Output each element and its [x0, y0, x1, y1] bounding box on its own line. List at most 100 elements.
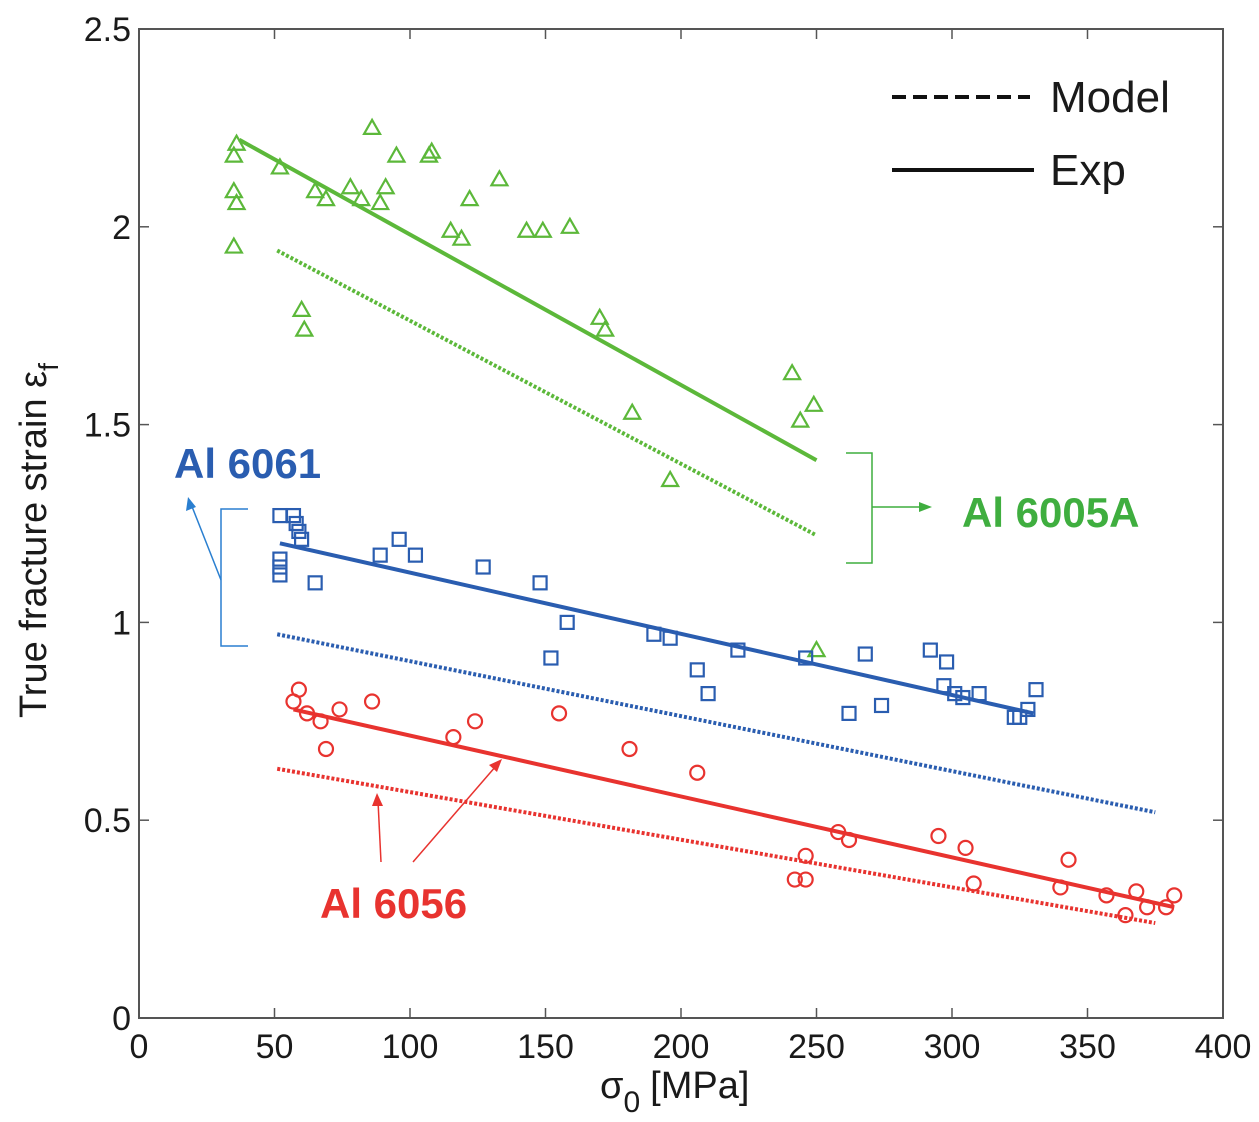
data-point-al6061	[971, 686, 987, 702]
data-point-al6005a	[489, 169, 510, 187]
data-point-al6061	[873, 697, 890, 714]
x-axis-unit: [MPa]	[650, 1065, 749, 1107]
data-point-al6005a	[459, 188, 480, 207]
data-point-al6056	[363, 693, 381, 710]
x-axis-title: σ0 [MPa]	[600, 1065, 749, 1119]
data-point-al6061	[700, 686, 716, 702]
data-point-al6005a	[451, 228, 472, 246]
annotation-al6056-arrow-model	[377, 800, 382, 863]
data-point-al6056	[331, 701, 348, 718]
data-point-al6056	[965, 875, 982, 892]
annotation-al6005a: Al 6005A	[846, 452, 1139, 564]
data-point-al6005a	[294, 319, 315, 337]
annotation-al6061-arrow	[190, 503, 222, 581]
data-point-al6056	[298, 705, 316, 722]
data-point-al6061	[1028, 682, 1044, 698]
x-tick-label: 250	[788, 1028, 845, 1066]
data-point-al6056	[1098, 887, 1115, 904]
data-point-al6056	[1157, 899, 1175, 916]
annotation-al6005a-bracket	[846, 452, 873, 564]
data-point-al6061	[543, 650, 559, 666]
data-point-al6005a	[375, 177, 396, 195]
data-point-al6061	[291, 523, 307, 540]
data-point-al6061	[285, 507, 302, 524]
data-point-al6061	[1020, 701, 1036, 718]
y-axis-text: True fracture strain ε	[13, 371, 55, 718]
x-tick-label: 50	[256, 1028, 294, 1066]
data-point-al6061	[407, 547, 424, 563]
data-point-al6056	[1060, 851, 1077, 868]
axes: 0 50 100 150 200 250 300 350 400 0 0.5 1 1.5 2 2.5	[84, 11, 1252, 1066]
data-point-al6005a	[516, 220, 537, 238]
data-point-al6061	[307, 575, 323, 591]
data-point-al6005a	[806, 639, 827, 658]
data-point-al6005a	[386, 145, 407, 163]
data-point-al6005a	[291, 299, 312, 317]
data-point-al6061	[662, 630, 678, 646]
data-points	[223, 117, 1183, 924]
data-point-al6061	[288, 515, 304, 532]
data-point-al6005a	[532, 220, 553, 238]
data-point-al6061	[272, 559, 288, 575]
legend: Model Exp	[892, 73, 1170, 195]
model-line-al6061	[276, 632, 1156, 815]
data-point-al6056	[689, 764, 706, 781]
data-point-al6005a	[790, 410, 811, 428]
annotation-al6061: Al 6061	[174, 440, 321, 647]
data-point-al6005a	[559, 216, 580, 234]
data-point-al6005a	[351, 188, 372, 207]
data-point-al6005a	[223, 236, 244, 254]
data-point-al6005a	[440, 220, 461, 238]
data-point-al6005a	[340, 177, 361, 195]
data-point-al6056	[930, 827, 947, 845]
data-point-al6005a	[305, 180, 326, 199]
data-point-al6005a	[223, 145, 244, 163]
x-tick-label: 100	[382, 1028, 439, 1066]
data-point-al6061	[955, 689, 971, 706]
data-point-al6005a	[589, 307, 610, 325]
annotation-al6005a-label: Al 6005A	[962, 489, 1139, 536]
data-point-al6005a	[782, 362, 803, 381]
data-point-al6005a	[223, 180, 244, 199]
annotation-al6056-label: Al 6056	[320, 880, 467, 927]
data-point-al6061	[272, 551, 288, 567]
data-point-al6056	[445, 729, 462, 746]
x-axis-subscript: 0	[623, 1086, 640, 1119]
annotation-al6056-arrowhead-model	[372, 793, 383, 806]
annotation-al6056: Al 6056	[320, 759, 502, 927]
data-point-al6061	[689, 662, 705, 678]
x-tick-label: 300	[924, 1028, 981, 1066]
data-point-al6061	[841, 705, 857, 721]
annotation-al6061-bracket	[220, 508, 248, 647]
annotation-al6005a-arrowhead	[919, 502, 932, 512]
x-tick-label: 350	[1059, 1028, 1116, 1066]
data-point-al6005a	[595, 319, 616, 337]
data-point-al6061	[857, 646, 873, 662]
x-axis-symbol: σ	[600, 1065, 623, 1107]
data-point-al6056	[621, 740, 638, 758]
data-point-al6005a	[226, 192, 247, 211]
x-tick-label: 150	[517, 1028, 574, 1066]
plot-area	[138, 28, 1224, 1019]
data-point-al6056	[1117, 907, 1134, 924]
data-point-al6005a	[316, 188, 336, 207]
x-tick-label: 0	[130, 1028, 149, 1066]
x-tick-label: 200	[653, 1028, 710, 1066]
y-tick-label: 1.5	[84, 407, 131, 445]
data-point-al6056	[786, 871, 803, 888]
data-point-al6061	[947, 686, 963, 702]
data-point-al6056	[1139, 899, 1156, 916]
legend-model-label: Model	[1050, 73, 1170, 122]
data-point-al6005a	[370, 192, 391, 211]
data-point-al6061	[730, 642, 746, 658]
data-point-al6005a	[660, 469, 681, 488]
data-point-al6005a	[362, 117, 382, 135]
y-tick-label: 0	[112, 1000, 131, 1038]
data-point-al6061	[532, 575, 548, 591]
data-point-al6061	[272, 567, 288, 583]
x-tick-label: 400	[1195, 1028, 1252, 1066]
annotation-al6056-arrowhead-exp	[489, 759, 502, 772]
annotation-al6061-label: Al 6061	[174, 440, 321, 487]
data-point-al6005a	[270, 157, 290, 175]
